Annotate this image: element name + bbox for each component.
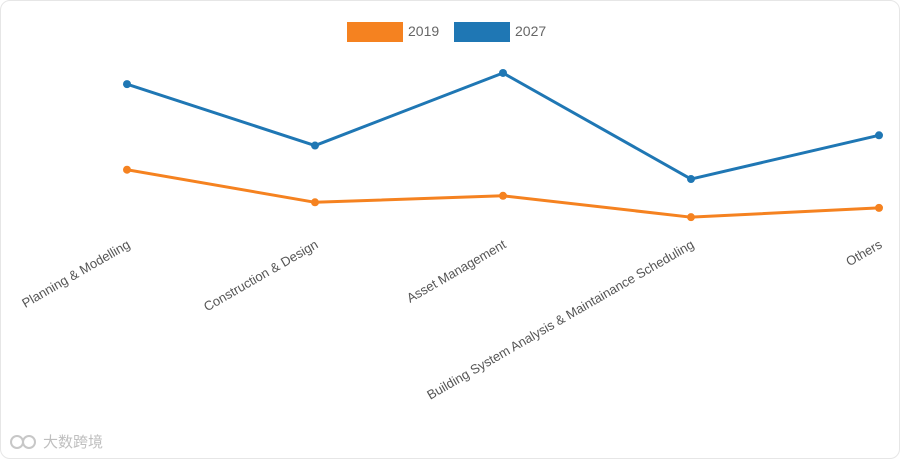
data-point-2027-3[interactable] [687,175,695,184]
data-point-2019-3[interactable] [687,213,695,222]
data-point-2027-4[interactable] [875,131,883,140]
watermark-text: 大数跨境 [43,433,104,451]
watermark-logo-icon [10,434,36,449]
watermark: 大数跨境 [9,431,103,452]
series-layer [123,68,883,222]
x-axis-tick-labels: Planning & Modelling Construction & Desig… [19,236,885,402]
legend-label-2019: 2019 [408,23,439,39]
legend: 2019 2027 [347,22,546,42]
x-tick-label: Planning & Modelling [19,237,132,311]
data-point-2027-1[interactable] [311,141,319,150]
x-tick-label: Asset Management [404,236,509,305]
series-line-2027 [125,71,881,181]
data-point-2019-4[interactable] [875,203,883,212]
data-point-2019-1[interactable] [311,198,319,207]
legend-label-2027: 2027 [515,23,546,39]
x-tick-label: Others [843,236,885,269]
data-point-2019-0[interactable] [123,165,131,174]
data-point-2019-2[interactable] [499,191,507,200]
legend-swatch-2027[interactable] [454,22,510,42]
data-point-2027-2[interactable] [499,68,507,77]
legend-swatch-2019[interactable] [347,22,403,42]
data-point-2027-0[interactable] [123,80,131,89]
x-tick-label: Construction & Design [201,237,321,315]
